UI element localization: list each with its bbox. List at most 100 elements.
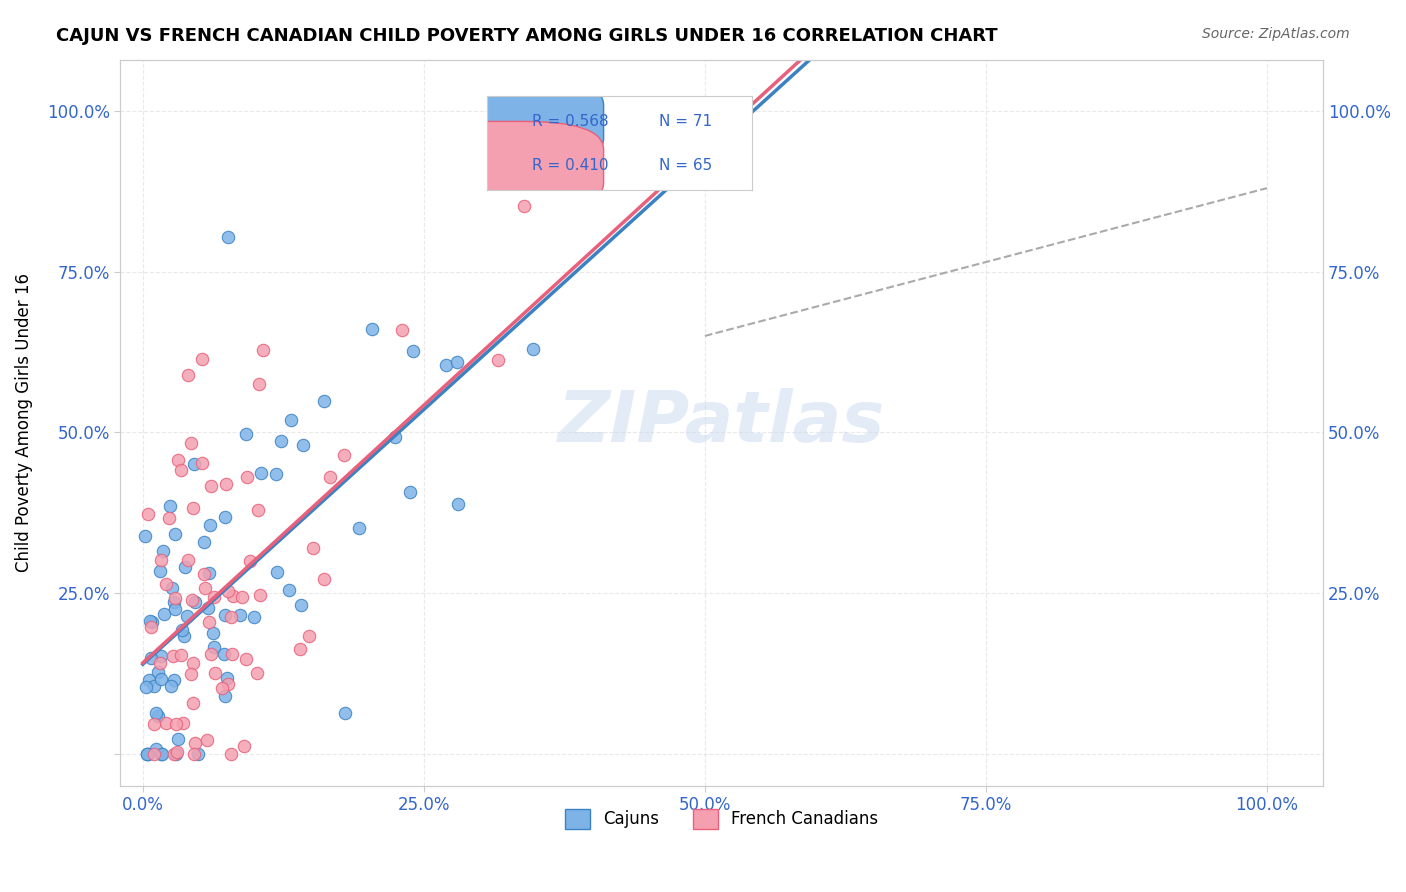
- Point: [312, 393, 335, 408]
- Point: [162, 648, 184, 663]
- Point: [235, 469, 257, 483]
- Point: [163, 747, 186, 761]
- Point: [181, 500, 204, 515]
- Point: [194, 582, 217, 596]
- Point: [252, 343, 274, 357]
- Point: [319, 470, 342, 484]
- Point: [219, 610, 242, 624]
- Point: [136, 747, 159, 761]
- Point: [138, 673, 160, 688]
- Point: [149, 656, 172, 670]
- Point: [446, 355, 468, 369]
- Point: [167, 453, 190, 467]
- Point: [180, 666, 202, 681]
- Point: [266, 565, 288, 579]
- Point: [155, 576, 177, 591]
- Point: [231, 590, 253, 604]
- Point: [145, 706, 167, 720]
- Point: [229, 607, 252, 622]
- Point: [312, 572, 335, 586]
- Point: [298, 630, 321, 644]
- Point: [183, 747, 205, 761]
- Point: [139, 614, 162, 628]
- Point: [239, 554, 262, 568]
- Point: [165, 747, 187, 761]
- Point: [136, 747, 159, 761]
- Point: [249, 589, 271, 603]
- Point: [215, 477, 238, 491]
- Point: [181, 593, 204, 607]
- Point: [335, 706, 357, 721]
- Point: [146, 709, 169, 723]
- Point: [235, 652, 257, 666]
- Point: [347, 521, 370, 535]
- Point: [184, 595, 207, 609]
- Point: [166, 717, 188, 731]
- Legend: Cajuns, French Canadians: Cajuns, French Canadians: [558, 802, 884, 836]
- Point: [157, 511, 180, 525]
- Point: [165, 526, 187, 541]
- Point: [522, 343, 544, 357]
- Point: [217, 584, 239, 599]
- Point: [165, 602, 187, 616]
- Point: [217, 230, 239, 244]
- Point: [247, 503, 270, 517]
- Point: [214, 509, 236, 524]
- Point: [204, 666, 226, 681]
- Point: [190, 456, 212, 470]
- Point: [160, 679, 183, 693]
- Point: [222, 589, 245, 603]
- Point: [177, 553, 200, 567]
- Point: [183, 457, 205, 471]
- Point: [159, 500, 181, 514]
- Text: CAJUN VS FRENCH CANADIAN CHILD POVERTY AMONG GIRLS UNDER 16 CORRELATION CHART: CAJUN VS FRENCH CANADIAN CHILD POVERTY A…: [56, 27, 998, 45]
- Point: [187, 747, 209, 761]
- Point: [143, 717, 166, 731]
- Point: [150, 672, 173, 686]
- Point: [180, 436, 202, 450]
- Point: [149, 564, 172, 578]
- Point: [169, 648, 191, 662]
- Point: [141, 620, 163, 634]
- Point: [264, 467, 287, 482]
- Point: [302, 541, 325, 555]
- Point: [202, 640, 225, 655]
- Point: [219, 747, 242, 761]
- Point: [193, 535, 215, 549]
- Point: [193, 566, 215, 581]
- Point: [391, 323, 413, 337]
- Point: [145, 742, 167, 756]
- Point: [142, 747, 165, 761]
- Point: [197, 615, 219, 629]
- Point: [155, 716, 177, 731]
- Text: ZIPatlas: ZIPatlas: [558, 388, 886, 458]
- Point: [136, 747, 159, 761]
- Point: [434, 359, 457, 373]
- Point: [167, 732, 190, 747]
- Point: [242, 610, 264, 624]
- Point: [149, 747, 172, 761]
- Point: [361, 322, 384, 336]
- Point: [174, 560, 197, 574]
- Point: [235, 427, 257, 442]
- Point: [153, 607, 176, 621]
- Point: [384, 430, 406, 444]
- Point: [146, 665, 169, 680]
- Point: [214, 607, 236, 622]
- Point: [447, 497, 470, 511]
- Point: [402, 343, 425, 358]
- Point: [280, 413, 302, 427]
- Point: [163, 595, 186, 609]
- Point: [399, 485, 422, 500]
- Point: [292, 438, 315, 452]
- Point: [232, 739, 254, 753]
- Point: [134, 529, 156, 543]
- Point: [198, 517, 221, 532]
- Point: [195, 732, 218, 747]
- Point: [250, 466, 273, 480]
- Point: [163, 673, 186, 687]
- Point: [202, 626, 225, 640]
- Point: [172, 716, 194, 731]
- Point: [166, 745, 188, 759]
- Point: [290, 642, 312, 657]
